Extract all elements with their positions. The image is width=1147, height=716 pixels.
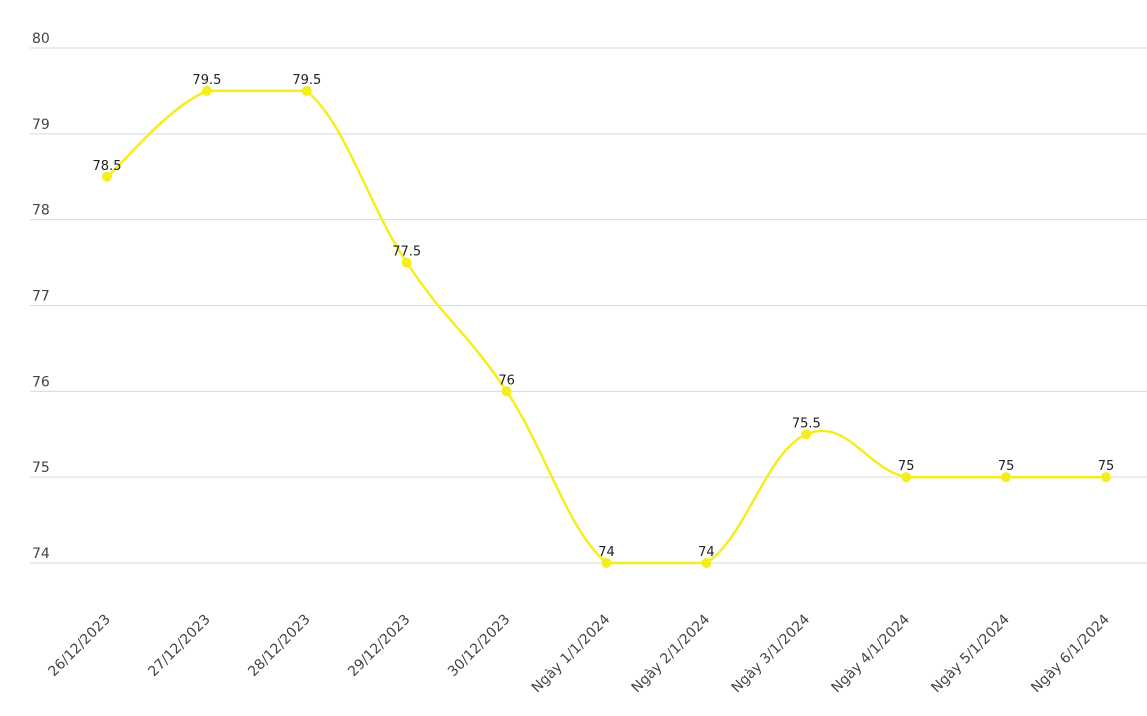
series-line-layer [106, 89, 1106, 565]
data-point [301, 85, 312, 96]
x-axis-ticks: 26/12/2023 27/12/2023 28/12/2023 29/12/2023… [45, 611, 1112, 696]
x-tick-label: 26/12/2023 [45, 612, 113, 680]
x-tick-label: 28/12/2023 [245, 612, 313, 680]
x-tick-label: 27/12/2023 [145, 612, 213, 680]
x-tick-label: Ngày 1/1/2024 [529, 611, 614, 696]
data-point [401, 257, 412, 268]
data-point [701, 558, 712, 568]
gridlines [30, 47, 1147, 564]
series-line [106, 89, 1106, 565]
data-point [601, 558, 612, 568]
data-labels: 78.5 79.5 79.5 77.5 76 74 74 75.5 75 75 75 [93, 73, 1115, 560]
data-point [201, 85, 212, 96]
data-label: 77.5 [392, 245, 421, 260]
y-tick-label: 77 [32, 289, 50, 305]
data-point [901, 472, 912, 483]
data-label: 75 [898, 459, 915, 474]
data-label: 79.5 [192, 73, 221, 88]
data-label: 76 [498, 373, 515, 388]
data-points [102, 85, 1111, 568]
x-tick-label: Ngày 6/1/2024 [1028, 611, 1113, 696]
data-point [801, 429, 812, 440]
y-tick-label: 78 [32, 203, 50, 219]
x-tick-label: Ngày 2/1/2024 [629, 611, 714, 696]
x-tick-label: Ngày 5/1/2024 [928, 611, 1013, 696]
y-tick-label: 76 [32, 374, 50, 390]
x-tick-label: Ngày 4/1/2024 [828, 611, 913, 696]
data-label: 74 [698, 545, 715, 560]
y-tick-label: 74 [32, 546, 50, 562]
y-tick-label: 80 [32, 31, 50, 47]
data-point [1001, 472, 1012, 483]
y-axis-ticks: 74 75 76 77 78 79 80 [32, 31, 50, 562]
data-label: 78.5 [93, 159, 122, 174]
x-tick-label: 29/12/2023 [345, 612, 413, 680]
data-label: 79.5 [292, 73, 321, 88]
data-point [102, 171, 112, 182]
data-label: 75 [998, 459, 1015, 474]
x-tick-label: Ngày 3/1/2024 [729, 611, 814, 696]
data-label: 75.5 [792, 416, 821, 431]
y-tick-label: 75 [32, 460, 50, 476]
x-tick-label: 30/12/2023 [445, 612, 513, 680]
data-point [1101, 472, 1111, 483]
data-point [501, 386, 512, 397]
data-label: 74 [598, 545, 615, 560]
y-tick-label: 79 [32, 117, 50, 133]
data-label: 75 [1098, 459, 1115, 474]
